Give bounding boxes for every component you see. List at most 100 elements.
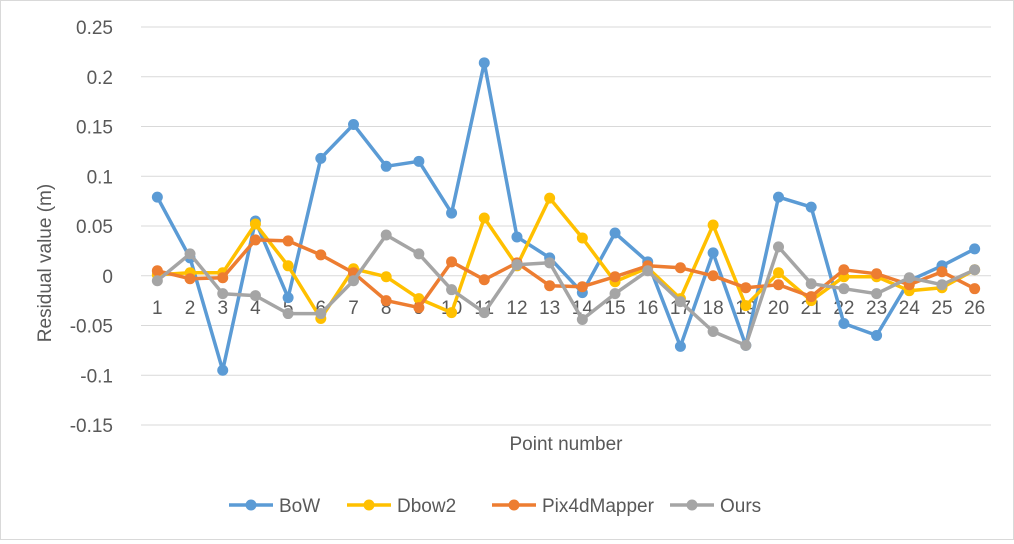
data-point (838, 264, 850, 276)
x-tick-label: 15 (604, 298, 625, 319)
y-tick-label: -0.15 (70, 416, 113, 437)
data-point (740, 339, 752, 351)
data-point (707, 270, 719, 282)
data-point (773, 191, 784, 203)
y-tick-label: 0.15 (76, 118, 113, 139)
data-point (249, 290, 261, 302)
x-tick-label: 25 (931, 298, 952, 319)
x-tick-label: 13 (539, 298, 560, 319)
x-tick-label: 26 (964, 298, 985, 319)
data-point (380, 271, 392, 283)
y-tick-label: 0.25 (76, 18, 113, 39)
x-tick-label: 24 (899, 298, 921, 319)
x-tick-label: 18 (703, 298, 724, 319)
data-point (315, 249, 327, 261)
series-line (156, 238, 976, 310)
data-point (609, 271, 621, 283)
data-point (446, 207, 458, 219)
data-point (413, 155, 425, 167)
data-point (871, 268, 883, 280)
x-tick-label: 4 (250, 298, 261, 319)
data-point (151, 265, 163, 277)
data-point (707, 325, 719, 337)
y-tick-label: -0.05 (70, 317, 113, 338)
legend-label: BoW (279, 496, 320, 517)
data-point (446, 284, 458, 296)
x-tick-label: 23 (866, 298, 887, 319)
data-point (511, 259, 523, 271)
data-point (544, 257, 556, 269)
data-point (707, 219, 719, 231)
data-point (217, 364, 229, 376)
legend: BoW Dbow2 Pix4dMapper Ours (229, 496, 761, 517)
data-point (544, 280, 556, 292)
x-tick-label: 2 (185, 298, 196, 319)
data-point (282, 308, 294, 320)
x-tick-label: 1 (152, 298, 163, 319)
data-point (282, 235, 294, 247)
data-point (805, 278, 817, 290)
data-point (282, 260, 294, 272)
data-point (740, 282, 752, 294)
data-point (478, 274, 490, 286)
legend-swatch-marker (508, 499, 520, 511)
data-point (674, 296, 686, 308)
data-point (903, 272, 915, 284)
data-point (315, 308, 327, 320)
series-dbow2 (151, 192, 981, 325)
data-point (871, 329, 883, 341)
x-tick-label: 3 (217, 298, 228, 319)
x-axis-label: Point number (509, 434, 623, 455)
y-axis-label: Residual value (m) (35, 184, 56, 342)
data-point (413, 302, 425, 314)
data-point (348, 275, 359, 287)
data-point (609, 288, 621, 300)
legend-swatch-marker (245, 499, 257, 511)
x-tick-label: 21 (801, 298, 822, 319)
x-tick-label: 20 (768, 298, 789, 319)
legend-swatch-marker (686, 499, 698, 511)
legend-label: Dbow2 (397, 496, 456, 517)
data-point (380, 229, 392, 241)
legend-item: Dbow2 (347, 496, 456, 517)
series-line (157, 196, 976, 321)
data-point (544, 192, 556, 204)
data-point (969, 243, 981, 255)
data-point (838, 283, 850, 295)
legend-swatch-marker (363, 499, 375, 511)
x-tick-label: 8 (381, 298, 392, 319)
data-point (707, 247, 719, 259)
data-point (642, 265, 654, 277)
series-line (156, 233, 976, 348)
data-point (478, 57, 490, 69)
legend-item: Pix4dMapper (492, 496, 655, 517)
data-point (478, 212, 490, 224)
data-point (576, 281, 588, 293)
data-point (773, 267, 784, 279)
y-tick-label: 0.1 (87, 167, 113, 188)
y-tick-label: -0.1 (80, 366, 113, 387)
data-point (773, 241, 784, 253)
data-point (511, 231, 523, 243)
data-point (446, 256, 458, 268)
data-point (576, 314, 588, 326)
y-tick-label: 0.2 (87, 68, 113, 89)
data-point (151, 191, 163, 203)
y-tick-label: 0 (102, 267, 113, 288)
data-point (805, 291, 817, 303)
x-tick-label: 16 (637, 298, 658, 319)
data-point (413, 248, 425, 260)
data-point (576, 232, 588, 244)
data-point (969, 283, 981, 295)
data-point (838, 318, 850, 330)
data-point (217, 272, 229, 284)
data-point (478, 307, 490, 319)
data-point (380, 295, 392, 307)
x-tick-label: 7 (348, 298, 359, 319)
x-tick-label: 12 (506, 298, 527, 319)
legend-label: Pix4dMapper (542, 496, 655, 517)
data-point (871, 288, 883, 300)
data-point (773, 279, 784, 291)
legend-item: BoW (229, 496, 320, 517)
data-point (249, 234, 261, 246)
